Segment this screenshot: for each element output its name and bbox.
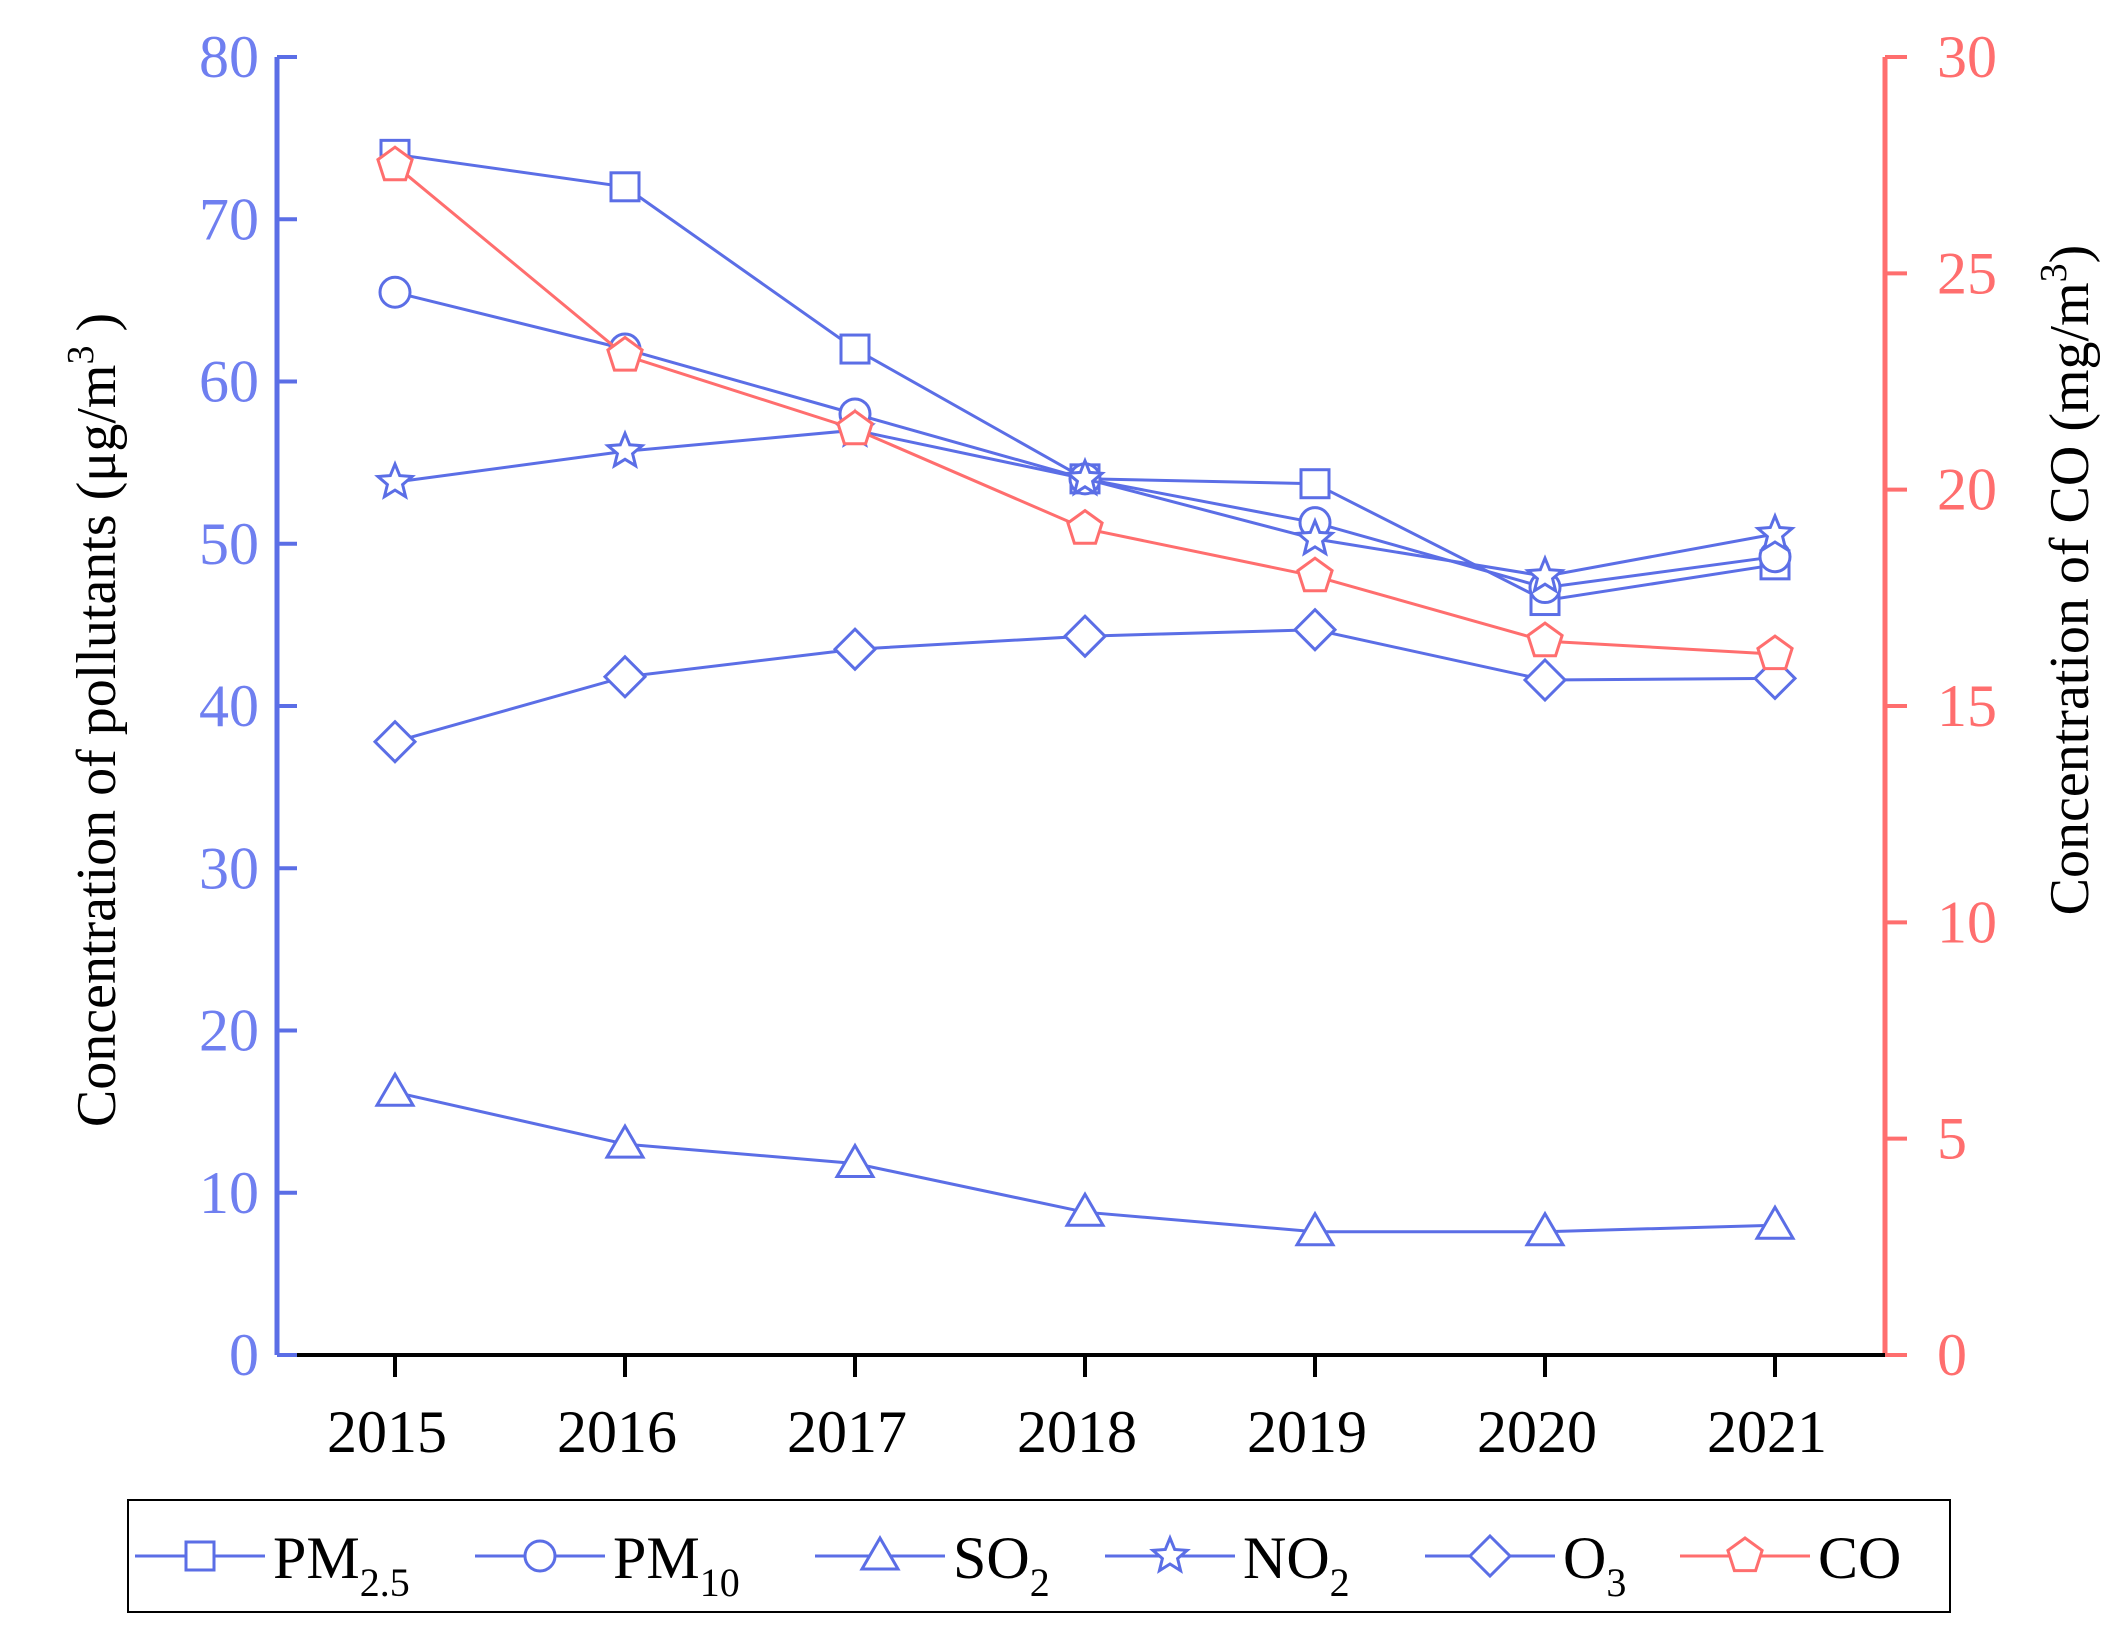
- data-point-co: [606, 335, 644, 372]
- x-tick-label: 2017: [787, 1399, 907, 1465]
- series-o3: [372, 607, 1798, 764]
- data-point-o3: [1292, 607, 1338, 652]
- right-tick-label: 5: [1937, 1106, 1967, 1172]
- data-point-o3: [1062, 614, 1108, 659]
- right-tick-label: 15: [1937, 673, 1997, 739]
- data-point-no2: [1294, 516, 1336, 557]
- x-tick-label: 2015: [327, 1399, 447, 1465]
- legend-marker-pm25: [184, 1540, 216, 1572]
- x-tick-label: 2018: [1017, 1399, 1137, 1465]
- series-no2: [374, 408, 1796, 595]
- left-tick-label: 80: [199, 24, 259, 90]
- x-tick-label: 2019: [1247, 1399, 1367, 1465]
- legend-item-pm25: PM2.5: [135, 1525, 410, 1605]
- data-point-so2: [834, 1142, 876, 1178]
- left-tick-label: 0: [229, 1322, 259, 1388]
- legend-label-no2: NO2: [1243, 1525, 1350, 1605]
- data-point-pm25: [1299, 468, 1331, 500]
- data-point-o3: [832, 627, 878, 672]
- series-co: [376, 145, 1794, 671]
- legend-box: [127, 1499, 1951, 1613]
- data-point-pm10: [378, 275, 412, 309]
- legend-marker-pm10: [523, 1539, 557, 1573]
- legend-item-pm10: PM10: [475, 1525, 740, 1605]
- data-point-so2: [374, 1071, 416, 1107]
- left-tick-label: 30: [199, 835, 259, 901]
- legend-label-co: CO: [1818, 1525, 1901, 1591]
- data-point-so2: [1754, 1204, 1796, 1240]
- data-point-co: [1526, 621, 1564, 658]
- left-tick-label: 40: [199, 673, 259, 739]
- x-tick-label: 2021: [1707, 1399, 1827, 1465]
- data-point-co: [376, 145, 414, 182]
- right-tick-label: 0: [1937, 1322, 1967, 1388]
- left-tick-label: 10: [199, 1160, 259, 1226]
- right-y-axis-label: Concentration of CO (mg/m3): [2033, 245, 2101, 916]
- right-tick-label: 30: [1937, 24, 1997, 90]
- legend-marker-no2: [1149, 1534, 1191, 1574]
- right-y-ticks: 0 5 10 15 20 25 30: [1885, 24, 1997, 1388]
- data-point-o3: [372, 719, 418, 764]
- data-point-no2: [1524, 554, 1566, 595]
- data-point-pm25: [839, 333, 871, 365]
- data-point-so2: [1294, 1210, 1336, 1247]
- legend-label-pm25: PM2.5: [273, 1525, 410, 1605]
- right-tick-label: 25: [1937, 240, 1997, 306]
- data-point-co: [1756, 634, 1794, 671]
- legend-item-o3: O3: [1425, 1525, 1626, 1605]
- left-y-axis-label: Concentration of pollutants (μg/m3 ): [60, 313, 128, 1127]
- left-tick-label: 60: [199, 349, 259, 415]
- left-tick-label: 70: [199, 186, 259, 252]
- legend-label-so2: SO2: [953, 1525, 1050, 1605]
- legend-item-so2: SO2: [815, 1525, 1050, 1605]
- data-point-no2: [1754, 512, 1796, 552]
- right-tick-label: 20: [1937, 457, 1997, 523]
- right-tick-label: 10: [1937, 889, 1997, 955]
- legend-marker-o3: [1467, 1533, 1513, 1579]
- legend-marker-co: [1726, 1536, 1764, 1573]
- left-tick-label: 20: [199, 998, 259, 1064]
- x-tick-label: 2016: [557, 1399, 677, 1465]
- legend-marker-so2: [859, 1535, 901, 1571]
- x-tick-label: 2020: [1477, 1399, 1597, 1465]
- data-point-no2: [1064, 456, 1106, 497]
- series-so2: [374, 1071, 1796, 1247]
- data-point-co: [1066, 508, 1104, 545]
- series-line-no2: [394, 428, 1776, 578]
- left-y-ticks: 0 10 20 30 40 50 60 70 80: [199, 24, 297, 1388]
- legend-item-no2: NO2: [1105, 1525, 1350, 1605]
- data-point-so2: [1524, 1210, 1566, 1247]
- legend-item-co: CO: [1680, 1525, 1901, 1591]
- data-point-co: [1296, 556, 1334, 593]
- legend-label-pm10: PM10: [613, 1525, 740, 1605]
- data-point-pm25: [609, 171, 641, 203]
- series-line-co: [394, 164, 1776, 656]
- left-tick-label: 50: [199, 511, 259, 577]
- data-point-so2: [604, 1123, 646, 1159]
- x-ticks: 2015 2016 2017 2018 2019 2020 2021: [327, 1355, 1827, 1465]
- legend-label-o3: O3: [1563, 1525, 1626, 1605]
- series-layer: [372, 138, 1798, 1247]
- data-point-no2: [604, 429, 646, 469]
- legend: PM2.5 PM10 SO2 NO2 O3 CO: [127, 1499, 1951, 1613]
- data-point-o3: [1522, 657, 1568, 703]
- data-point-co: [836, 409, 874, 446]
- data-point-o3: [602, 654, 648, 699]
- data-point-so2: [1064, 1191, 1106, 1227]
- data-point-no2: [374, 460, 416, 500]
